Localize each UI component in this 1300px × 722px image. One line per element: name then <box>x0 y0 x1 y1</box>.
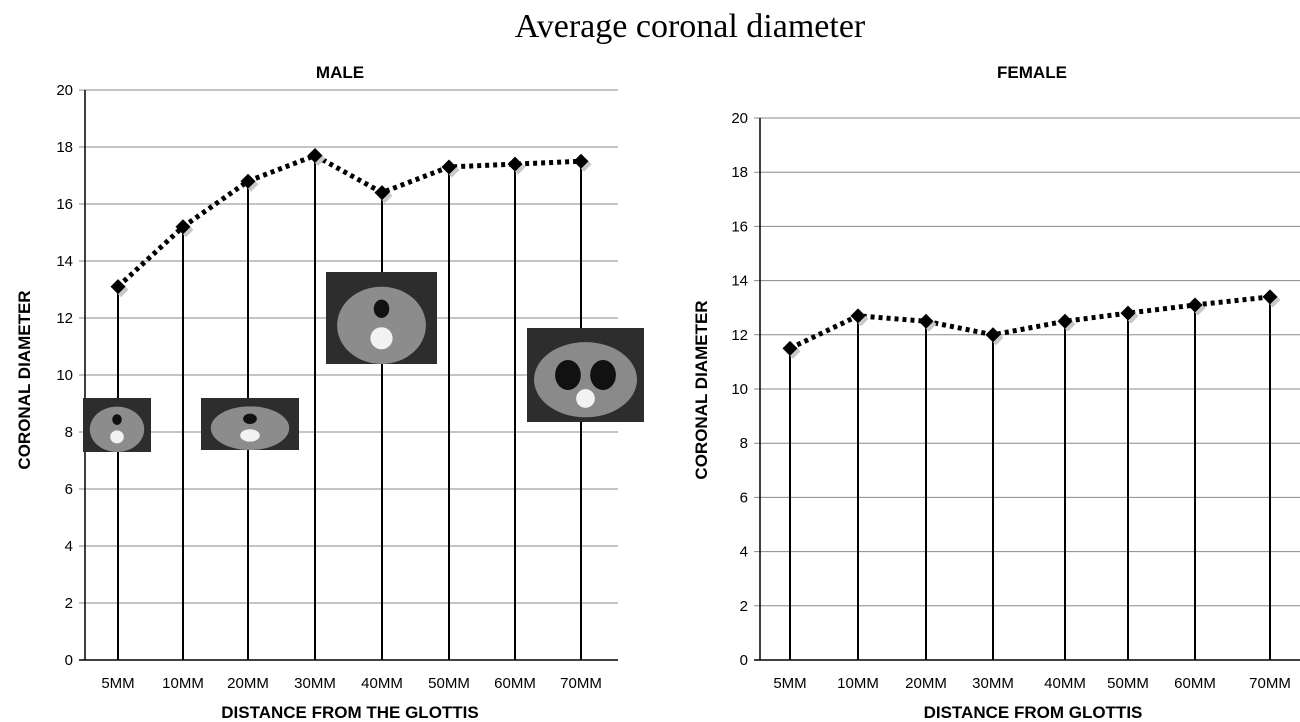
y-axis-title: CORONAL DIAMETER <box>15 290 34 469</box>
y-tick-label: 12 <box>731 327 748 344</box>
y-axis-title: CORONAL DIAMETER <box>692 300 711 479</box>
y-tick-label: 6 <box>740 489 748 506</box>
ct-lung-left <box>555 359 581 391</box>
data-point <box>1262 289 1278 305</box>
ct-body-outline <box>210 406 290 450</box>
data-point <box>507 156 523 172</box>
data-point <box>374 185 390 201</box>
figure-title: Average coronal diameter <box>514 8 866 45</box>
ct-vertebra <box>240 429 260 442</box>
data-point <box>110 279 126 295</box>
female-chart: 0 2 4 6 8 10 12 14 16 18 20 5MM 10MM 20MM 30MM 40MM 50MM… <box>692 63 1300 722</box>
ct-airway <box>112 414 122 425</box>
y-tick-label: 10 <box>56 367 73 384</box>
data-point <box>918 313 934 329</box>
data-point <box>573 153 589 169</box>
data-point <box>850 308 866 324</box>
y-tick-label: 14 <box>731 273 748 290</box>
data-point <box>782 340 798 356</box>
ct-lung-right <box>590 359 616 391</box>
y-tick-label: 16 <box>56 196 73 213</box>
ct-body-outline <box>337 286 426 364</box>
data-point <box>985 327 1001 343</box>
data-point <box>1057 313 1073 329</box>
x-axis-title: DISTANCE FROM GLOTTIS <box>924 703 1143 722</box>
ct-body-outline <box>534 342 637 418</box>
y-tick-label: 10 <box>731 381 748 398</box>
x-tick-label: 70MM <box>1249 675 1291 692</box>
data-point <box>240 173 256 189</box>
y-tick-label: 0 <box>740 652 748 669</box>
ct-body-outline <box>89 406 145 452</box>
x-tick-label: 40MM <box>361 675 403 692</box>
x-tick-label: 40MM <box>1044 675 1086 692</box>
x-tick-label: 60MM <box>1174 675 1216 692</box>
series-line <box>116 152 582 289</box>
y-tick-label: 8 <box>65 424 73 441</box>
y-tick-label: 8 <box>740 435 748 452</box>
x-tick-label: 50MM <box>1107 675 1149 692</box>
x-tick-label: 50MM <box>428 675 470 692</box>
ct-scan-thumbnail <box>326 272 437 364</box>
x-tick-label: 10MM <box>837 675 879 692</box>
data-point <box>441 159 457 175</box>
y-tick-label: 16 <box>731 218 748 235</box>
x-tick-label: 10MM <box>162 675 204 692</box>
x-tick-label: 30MM <box>294 675 336 692</box>
ct-airway <box>373 299 390 318</box>
male-chart: 0 2 4 6 8 10 12 14 16 18 20 5MM 10MM 20MM 30MM 40MM 50MM… <box>15 63 644 722</box>
ct-scan-thumbnail <box>527 328 644 422</box>
x-tick-label: 5MM <box>773 675 806 692</box>
x-tick-label: 20MM <box>905 675 947 692</box>
y-tick-label: 2 <box>65 595 73 612</box>
data-point <box>175 219 191 235</box>
x-tick-label: 60MM <box>494 675 536 692</box>
y-tick-label: 20 <box>731 110 748 127</box>
y-tick-label: 0 <box>65 652 73 669</box>
y-tick-label: 18 <box>731 164 748 181</box>
y-tick-label: 4 <box>740 544 748 561</box>
x-tick-label: 20MM <box>227 675 269 692</box>
x-axis-title: DISTANCE FROM THE GLOTTIS <box>221 703 479 722</box>
series-line <box>788 294 1271 351</box>
ct-scan-thumbnail <box>201 398 299 450</box>
data-point <box>1120 305 1136 321</box>
chart-title: MALE <box>316 63 364 82</box>
ct-vertebra <box>370 327 393 350</box>
ct-airway <box>243 413 257 424</box>
y-tick-label: 6 <box>65 481 73 498</box>
data-point <box>1187 297 1203 313</box>
x-tick-label: 5MM <box>101 675 134 692</box>
y-tick-label: 14 <box>56 253 73 270</box>
ct-vertebra <box>110 430 124 444</box>
y-tick-label: 20 <box>56 82 73 99</box>
ct-vertebra <box>576 389 595 408</box>
y-tick-label: 12 <box>56 310 73 327</box>
x-tick-label: 30MM <box>972 675 1014 692</box>
chart-title: FEMALE <box>997 63 1067 82</box>
y-tick-label: 18 <box>56 139 73 156</box>
ct-scan-thumbnail <box>83 398 151 452</box>
x-tick-label: 70MM <box>560 675 602 692</box>
data-point <box>307 148 323 164</box>
y-tick-label: 4 <box>65 538 73 555</box>
y-tick-label: 2 <box>740 598 748 615</box>
